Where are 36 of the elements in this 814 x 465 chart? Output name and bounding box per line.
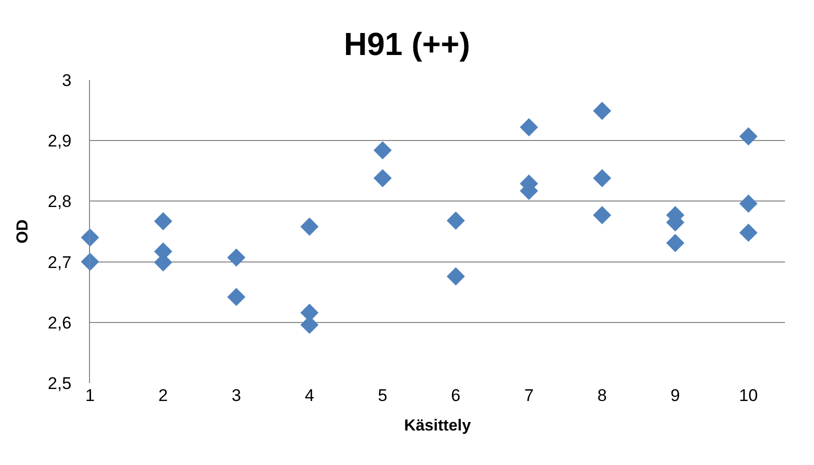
x-tick-label: 5 [378,386,388,405]
point [154,212,172,230]
x-tick-label: 1 [85,386,95,405]
chart-title: H91 (++) [344,26,470,62]
x-tick-label: 7 [524,386,534,405]
y-tick-label: 2,8 [48,192,72,212]
x-tick-label: 2 [158,386,168,405]
y-axis-title: OD [14,220,32,244]
point [520,118,538,136]
y-tick-label: 2,5 [48,374,72,393]
y-tick-label: 2,7 [48,252,72,272]
x-tick-label: 4 [304,386,314,405]
y-tick-label: 3 [62,70,72,90]
x-tick-label: 8 [597,386,607,405]
point [593,169,612,188]
point [739,224,758,242]
x-tick-label: 6 [451,386,461,405]
point [666,234,684,252]
point [593,102,612,120]
point [593,206,612,224]
point [374,169,392,188]
y-tick-label: 2,6 [48,313,72,332]
point [300,218,319,236]
point [80,228,100,247]
x-tick-label: 9 [670,386,680,405]
point [739,127,758,146]
point [227,248,246,267]
point [446,211,465,230]
point [374,141,392,160]
point [739,194,758,213]
point [227,288,246,306]
point [446,267,465,286]
y-tick-label: 2,9 [48,132,72,151]
x-tick-label: 3 [232,386,242,405]
x-axis-title: Käsittely [404,418,471,435]
x-tick-label: 10 [738,386,758,405]
